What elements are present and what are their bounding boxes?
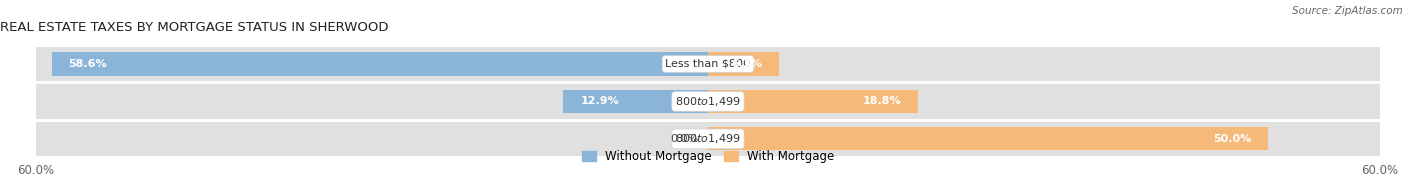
Text: 58.6%: 58.6% [69, 59, 107, 69]
Bar [564, 90, 709, 113]
Text: 50.0%: 50.0% [1213, 134, 1251, 144]
Text: 12.9%: 12.9% [581, 96, 619, 106]
Bar [37, 84, 709, 119]
Text: Source: ZipAtlas.com: Source: ZipAtlas.com [1292, 6, 1403, 16]
Bar [709, 127, 1268, 151]
Text: Less than $800: Less than $800 [665, 59, 751, 69]
Text: REAL ESTATE TAXES BY MORTGAGE STATUS IN SHERWOOD: REAL ESTATE TAXES BY MORTGAGE STATUS IN … [0, 21, 388, 34]
Bar [709, 52, 779, 76]
Text: 6.3%: 6.3% [731, 59, 762, 69]
Bar [709, 122, 1379, 156]
Bar [709, 47, 1379, 81]
Bar [52, 52, 709, 76]
Bar [709, 90, 918, 113]
Text: $800 to $1,499: $800 to $1,499 [675, 132, 741, 145]
Legend: Without Mortgage, With Mortgage: Without Mortgage, With Mortgage [582, 150, 834, 163]
Bar [37, 122, 709, 156]
Text: $800 to $1,499: $800 to $1,499 [675, 95, 741, 108]
Bar [37, 47, 709, 81]
Text: 0.0%: 0.0% [671, 134, 699, 144]
Bar [709, 84, 1379, 119]
Text: 18.8%: 18.8% [863, 96, 901, 106]
